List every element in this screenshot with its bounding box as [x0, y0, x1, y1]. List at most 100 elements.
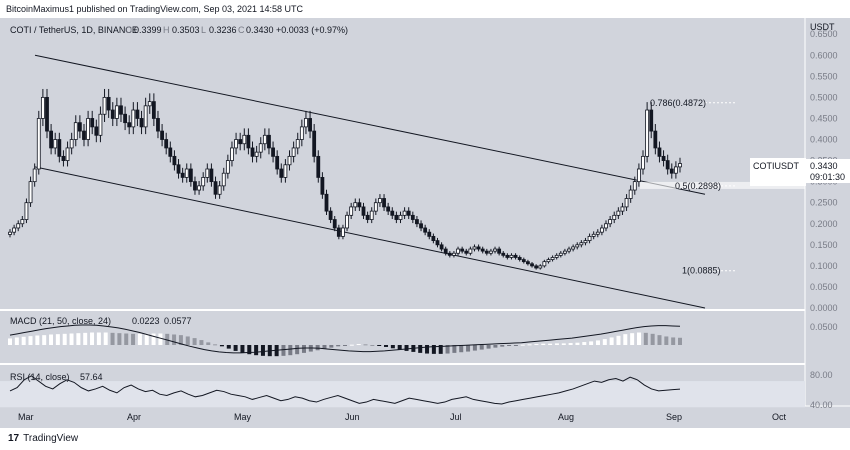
candle-down: [439, 244, 444, 250]
ohlc-low: 0.3236: [209, 25, 237, 35]
candle-up: [143, 105, 148, 128]
macd-histogram-bar: [479, 345, 484, 350]
candle-up: [221, 172, 226, 187]
candle-up: [636, 168, 641, 183]
tradingview-footer[interactable]: 17 TradingView: [8, 433, 78, 444]
price-tick-label: 0.0000: [810, 303, 838, 313]
candle-up: [595, 231, 600, 235]
candle-up: [579, 242, 584, 246]
candle-up: [24, 202, 29, 220]
rsi-band: [0, 381, 805, 408]
candle-down: [526, 261, 530, 265]
chart-container[interactable]: COTI / TetherUS, 1D, BINANCE O 0.3399 H …: [0, 18, 850, 428]
tradingview-logo-icon: 17: [8, 433, 20, 444]
macd-histogram-bar: [281, 345, 286, 356]
macd-histogram-bar: [206, 342, 211, 345]
macd-histogram-bar: [172, 334, 177, 345]
candles: [8, 88, 682, 270]
candle-up: [230, 147, 234, 161]
price-tick-label: 0.6000: [810, 50, 838, 60]
macd-histogram-bar: [445, 345, 450, 354]
candle-up: [567, 248, 571, 252]
ohlc-high-label: H: [163, 25, 170, 35]
candle-down: [246, 134, 251, 149]
candle-down: [530, 263, 534, 267]
macd-histogram-bar: [76, 333, 81, 345]
macd-signal-line: [9, 324, 681, 354]
macd-histogram-bar: [678, 337, 682, 345]
candle-down: [193, 181, 197, 191]
candle-up: [114, 105, 119, 119]
candle-down: [316, 155, 321, 178]
candle-up: [353, 202, 358, 208]
price-tick-label: 0.5000: [810, 92, 838, 102]
candle-up: [620, 206, 625, 212]
macd-histogram-bar: [69, 333, 74, 345]
candle-down: [82, 130, 86, 140]
candle-up: [197, 185, 201, 191]
channel-lower-line: [34, 166, 706, 309]
candle-down: [406, 210, 411, 216]
macd-histogram-bar: [158, 333, 163, 345]
ohlc-close-label: C: [238, 25, 245, 35]
macd-histogram-bar: [301, 345, 306, 353]
macd-histogram-bar: [295, 345, 300, 355]
candle-down: [77, 122, 82, 132]
time-axis-labels: Mar Apr May Jun Jul Aug Sep Oct: [18, 412, 787, 422]
time-axis[interactable]: [0, 406, 850, 428]
candle-up: [604, 223, 608, 229]
candle-down: [431, 235, 436, 242]
macd-histogram-bar: [623, 334, 628, 345]
candle-down: [521, 259, 526, 263]
macd-histogram-bar: [83, 332, 88, 345]
macd-histogram-bar: [486, 345, 491, 349]
candle-up: [299, 126, 304, 140]
price-tick-label: 0.6500: [810, 29, 838, 39]
macd-histogram-bar: [384, 345, 389, 347]
ohlc-open-label: O: [125, 25, 132, 35]
candle-down: [275, 155, 280, 170]
rsi-pane[interactable]: [0, 375, 805, 408]
macd-histogram-bar: [390, 345, 395, 349]
candle-down: [94, 126, 99, 136]
candle-down: [435, 240, 440, 246]
candle-down: [484, 250, 489, 254]
macd-histogram-bar: [233, 345, 238, 351]
time-tick-label: Mar: [18, 412, 34, 422]
candle-down: [361, 206, 366, 216]
candle-up: [32, 168, 37, 183]
macd-histogram-bar: [397, 345, 402, 350]
macd-histogram-bar: [602, 339, 607, 345]
candle-down: [476, 246, 481, 250]
candle-up: [472, 246, 477, 250]
candle-up: [287, 155, 292, 166]
trading-chart[interactable]: COTI / TetherUS, 1D, BINANCE O 0.3399 H …: [0, 18, 850, 428]
macd-histogram-bar: [124, 333, 129, 345]
candle-up: [456, 248, 460, 254]
symbol-title[interactable]: COTI / TetherUS, 1D, BINANCE: [10, 25, 138, 35]
fib-label: 0.5(0.2898): [675, 181, 721, 191]
macd-histogram-bar: [199, 340, 204, 345]
price-tick-label: 0.4000: [810, 135, 838, 145]
candle-up: [538, 265, 543, 269]
time-tick-label: Sep: [666, 412, 682, 422]
candle-down: [213, 181, 218, 195]
candle-up: [262, 134, 267, 145]
macd-histogram-bar: [630, 333, 635, 345]
candle-down: [61, 155, 66, 161]
ohlc-change: +0.0033 (+0.97%): [276, 25, 348, 35]
macd-pane[interactable]: [8, 324, 682, 357]
macd-histogram-bar: [356, 344, 361, 346]
macd-histogram-bar: [329, 345, 334, 348]
candle-down: [480, 248, 485, 252]
macd-histogram-bar: [144, 333, 149, 345]
candle-down: [464, 250, 469, 254]
candle-up: [349, 206, 354, 216]
candle-up: [69, 139, 74, 149]
candle-up: [131, 109, 136, 128]
candle-up: [225, 160, 230, 174]
macd-histogram-bar: [185, 336, 190, 345]
macd-histogram-bar: [650, 333, 655, 345]
candle-down: [357, 202, 362, 208]
candle-down: [423, 227, 428, 233]
